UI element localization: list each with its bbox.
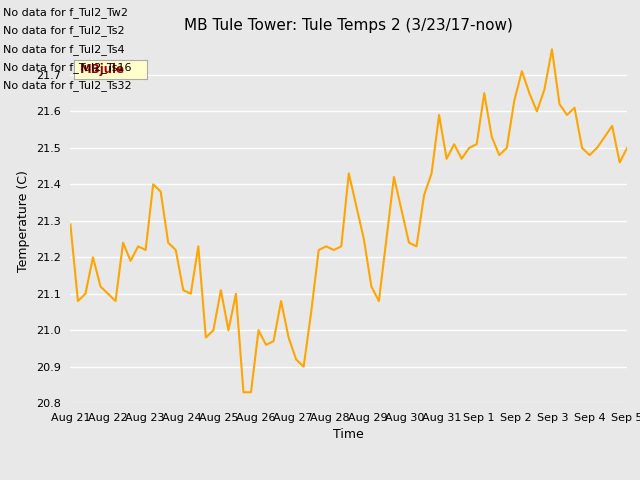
Title: MB Tule Tower: Tule Temps 2 (3/23/17-now): MB Tule Tower: Tule Temps 2 (3/23/17-now… — [184, 18, 513, 33]
Text: No data for f_Tul2_Ts16: No data for f_Tul2_Ts16 — [3, 62, 132, 73]
Text: No data for f_Tul2_Ts4: No data for f_Tul2_Ts4 — [3, 44, 125, 55]
Text: No data for f_Tul2_Tw2: No data for f_Tul2_Tw2 — [3, 7, 128, 18]
Text: No data for f_Tul2_Ts2: No data for f_Tul2_Ts2 — [3, 25, 125, 36]
Legend: Tul2_Ts-8: Tul2_Ts-8 — [298, 476, 399, 480]
X-axis label: Time: Time — [333, 429, 364, 442]
Text: No data for f_Tul2_Ts32: No data for f_Tul2_Ts32 — [3, 80, 132, 91]
Text: MBjule: MBjule — [79, 63, 125, 76]
Y-axis label: Temperature (C): Temperature (C) — [17, 170, 30, 272]
